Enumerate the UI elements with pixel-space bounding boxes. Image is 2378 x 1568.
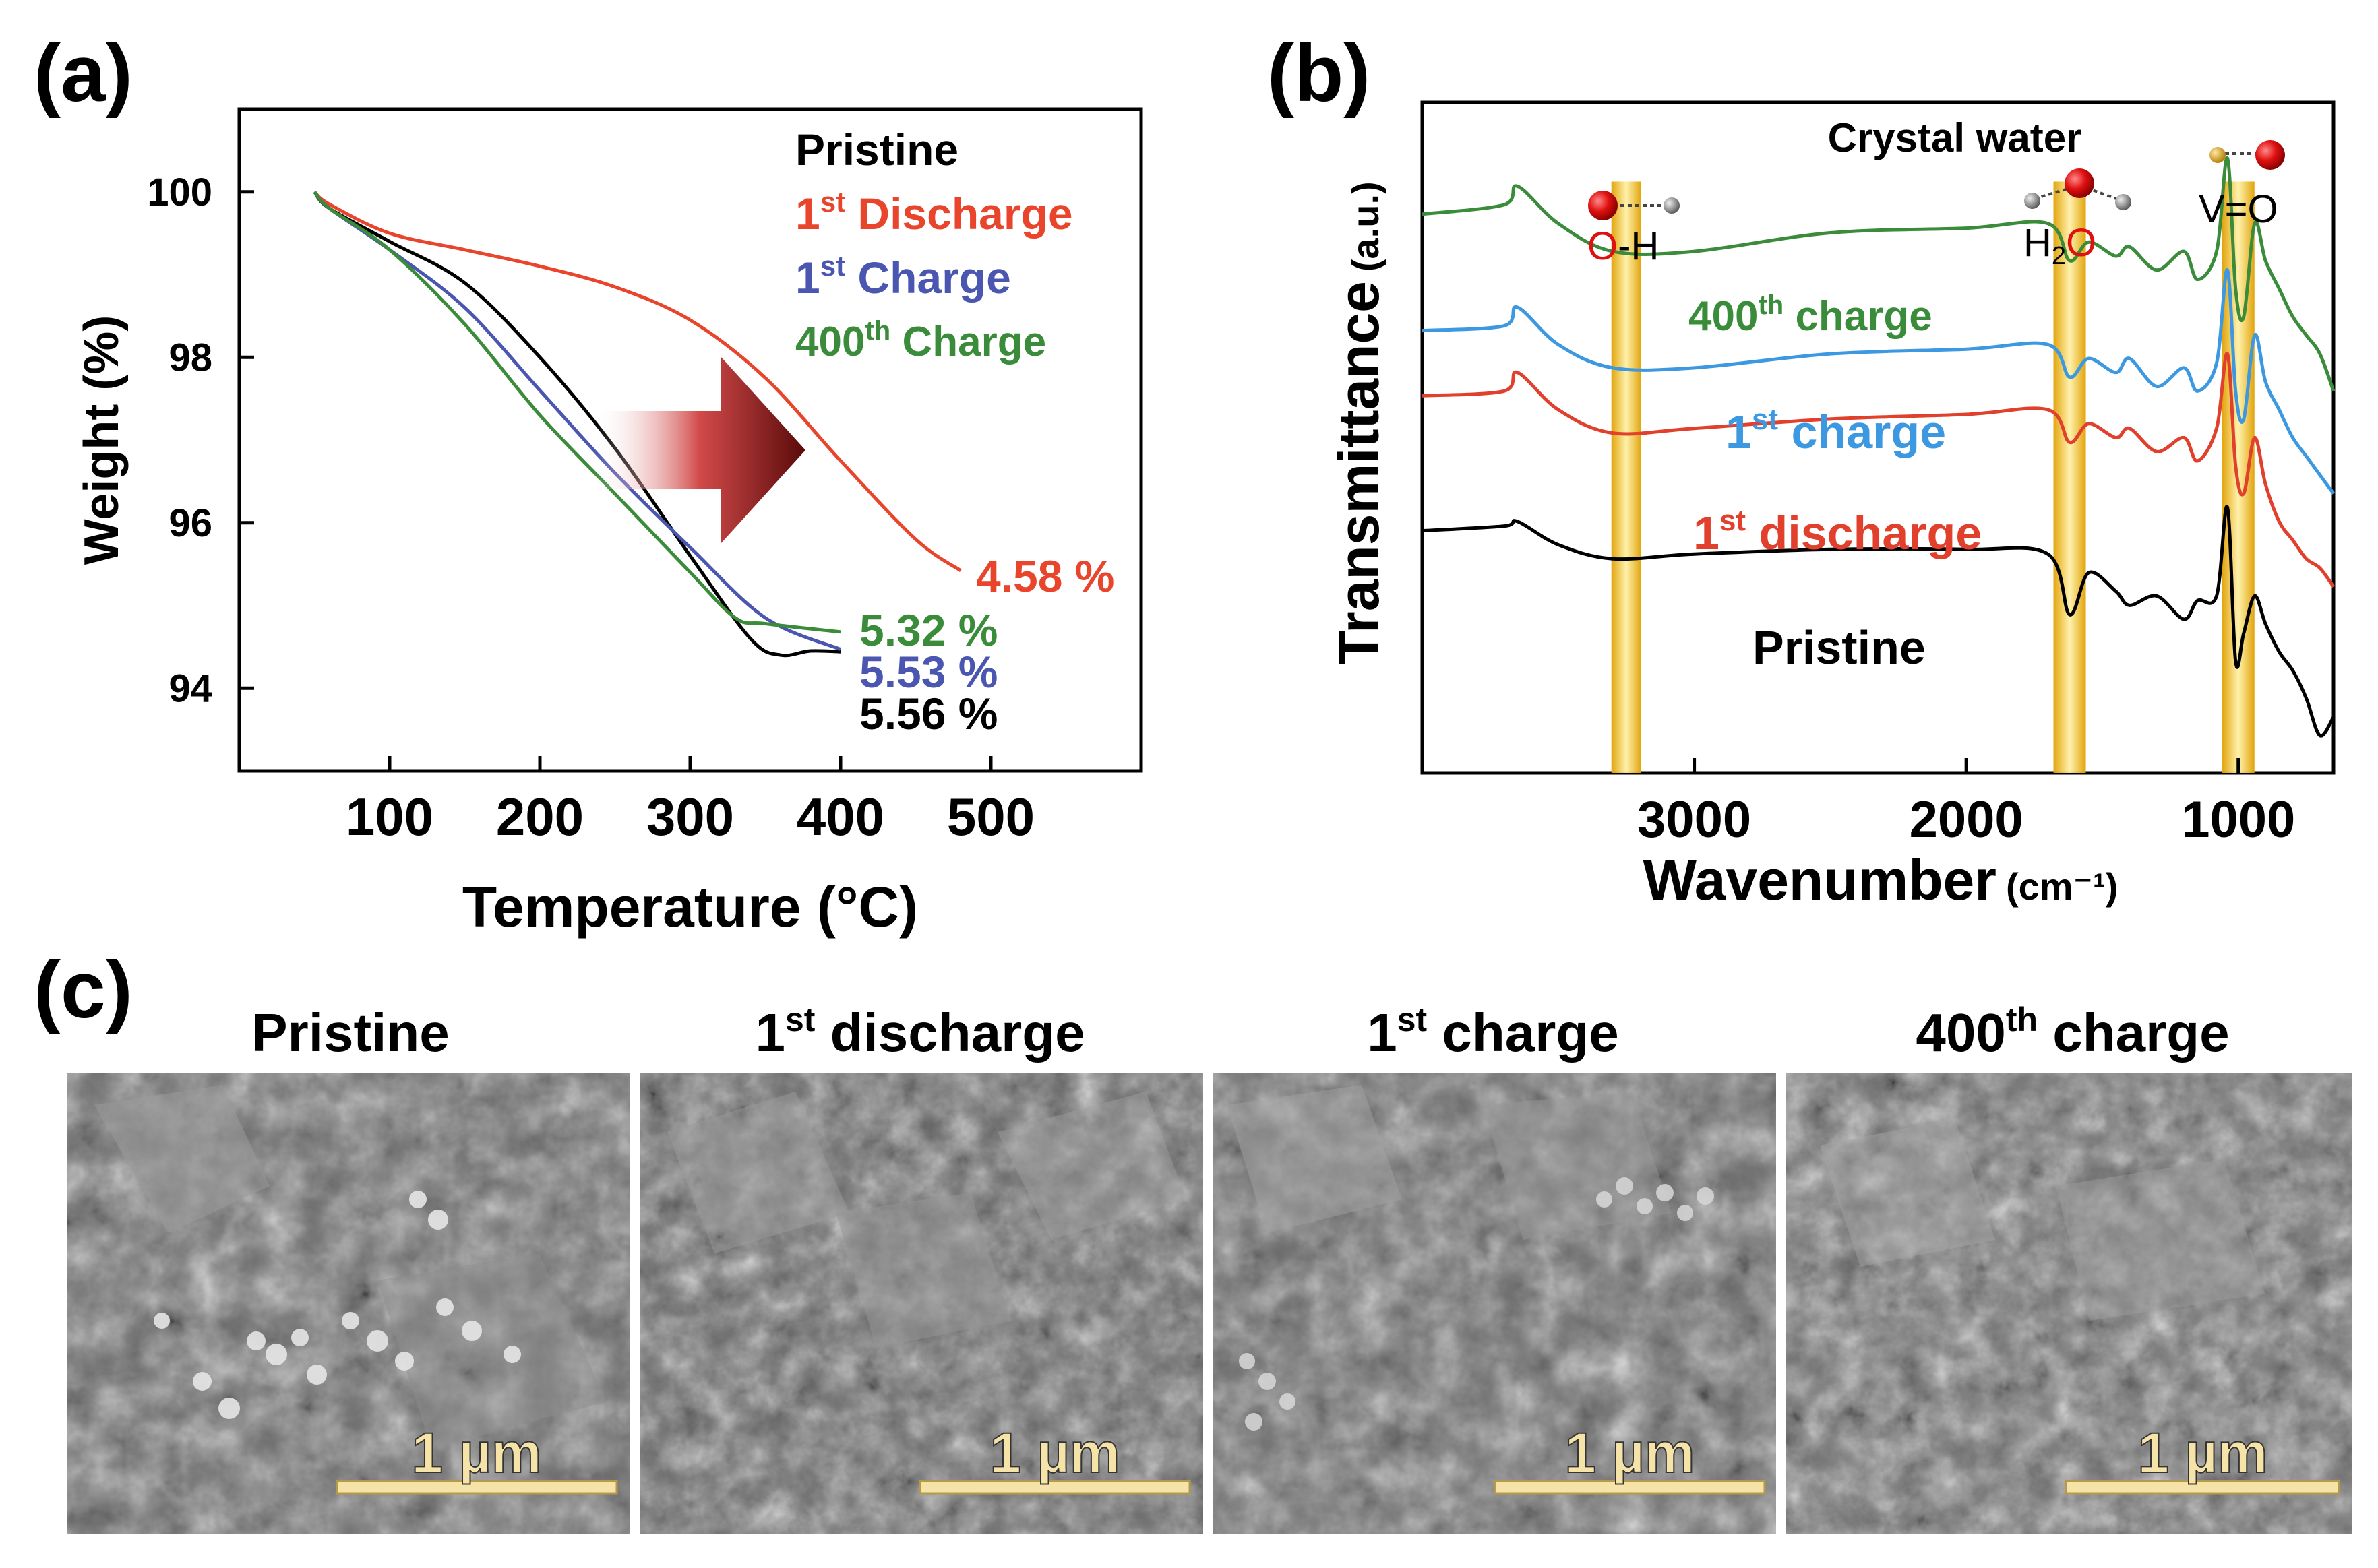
panel-b-xlabel: Wavenumber (cm⁻¹): [1643, 848, 2118, 912]
sem-image-pristine: 1 µm: [67, 1073, 630, 1534]
a-ytick-label: 100: [147, 170, 212, 214]
a-xtick-label: 400: [797, 787, 884, 846]
b-label-1st-discharge: 1st discharge: [1693, 504, 1982, 559]
panel-b-frame: [1420, 100, 2336, 775]
panel-a-label: (a): [34, 28, 133, 119]
sem-title-400th-charge: 400th charge: [1916, 1001, 2229, 1063]
a-xtick-label: 100: [346, 787, 433, 846]
panel-b-ylabel: Transmittance(a.u.): [1327, 181, 1391, 664]
sem-image-400th-charge: 1 µm: [1786, 1073, 2352, 1534]
panel-a-x-axis: 100 200 300 400 500: [346, 756, 1035, 846]
panel-b-spectra: [1422, 156, 2336, 738]
a-xtick-label: 300: [646, 787, 734, 846]
panel-b-highlight-bands: [1611, 181, 2255, 773]
b-xtick-label: 1000: [2181, 791, 2295, 848]
panel-a: (a) 94 96 98 100 100 200 300 400 500 Weight (%)…: [34, 28, 1143, 939]
b-label-pristine: Pristine: [1752, 621, 1926, 674]
panel-a-y-axis: 94 96 98 100: [147, 170, 254, 710]
h2o-band-label: H2O: [2023, 221, 2096, 270]
a-ytick-label: 96: [169, 501, 212, 545]
scale-bar-1st-charge: 1 µm: [1564, 1421, 1695, 1484]
a-series-line: [313, 190, 962, 572]
panel-c-label: (c): [34, 945, 133, 1035]
vo-band-label: V=O: [2199, 187, 2278, 231]
scale-bar-pristine: 1 µm: [411, 1421, 541, 1484]
a-series-line: [313, 191, 841, 634]
panel-b-label: (b): [1267, 28, 1370, 119]
b-series-line: [1422, 352, 2336, 588]
a-xtick-label: 500: [947, 787, 1035, 846]
loss-label-pristine: 5.56 %: [859, 689, 998, 739]
a-ytick-label: 94: [169, 666, 212, 710]
a-ytick-label: 98: [169, 336, 212, 379]
panel-a-xlabel: Temperature (°C): [462, 875, 918, 939]
loss-label-400th: 5.32 %: [859, 605, 998, 655]
sem-title-1st-charge: 1st charge: [1367, 1001, 1619, 1063]
scale-bar-1st-discharge: 1 µm: [989, 1421, 1120, 1484]
b-xtick-label: 2000: [1910, 791, 2023, 848]
b-label-1st-charge: 1st charge: [1726, 403, 1946, 458]
highlight-band: [1611, 181, 1641, 773]
legend-pristine: Pristine: [795, 125, 958, 175]
legend-400th-charge: 400th Charge: [795, 316, 1046, 365]
b-series-line: [1422, 156, 2336, 392]
h2o-molecule-icon: [2024, 168, 2131, 210]
legend-1st-charge: 1st Charge: [795, 250, 1011, 303]
panel-b: (b) 3000 2000 1000 Crystal water O-H H2O V…: [1267, 28, 2336, 912]
panel-c: (c) Pristine 1st discharge 1st charge 40…: [34, 945, 2352, 1534]
loss-label-discharge: 4.58 %: [976, 551, 1114, 601]
panel-a-legend: Pristine 1st Discharge 1st Charge 400th …: [795, 125, 1073, 365]
sem-title-1st-discharge: 1st discharge: [755, 1001, 1085, 1063]
panel-b-title: Crystal water: [1828, 115, 2082, 160]
oh-band-label: O-H: [1587, 224, 1659, 268]
scale-bar-400th-charge: 1 µm: [2137, 1421, 2267, 1484]
loss-label-1st-charge: 5.53 %: [859, 647, 998, 697]
b-series-line: [1422, 505, 2336, 738]
legend-1st-discharge: 1st Discharge: [795, 186, 1073, 239]
sem-image-1st-discharge: 1 µm: [640, 1073, 1203, 1534]
a-xtick-label: 200: [496, 787, 584, 846]
vo-molecule-icon: [2209, 140, 2285, 170]
panel-b-x-axis: 3000 2000 1000: [1637, 758, 2295, 848]
panel-a-ylabel: Weight (%): [75, 315, 129, 565]
sem-title-pristine: Pristine: [251, 1003, 449, 1063]
temperature-arrow: [593, 357, 805, 543]
b-xtick-label: 3000: [1637, 791, 1751, 848]
b-label-400th-charge: 400th charge: [1688, 290, 1932, 340]
sem-image-1st-charge: 1 µm: [1213, 1073, 1776, 1534]
b-series-line: [1422, 268, 2336, 495]
oh-molecule-icon: [1588, 191, 1680, 220]
highlight-band: [2053, 181, 2086, 773]
